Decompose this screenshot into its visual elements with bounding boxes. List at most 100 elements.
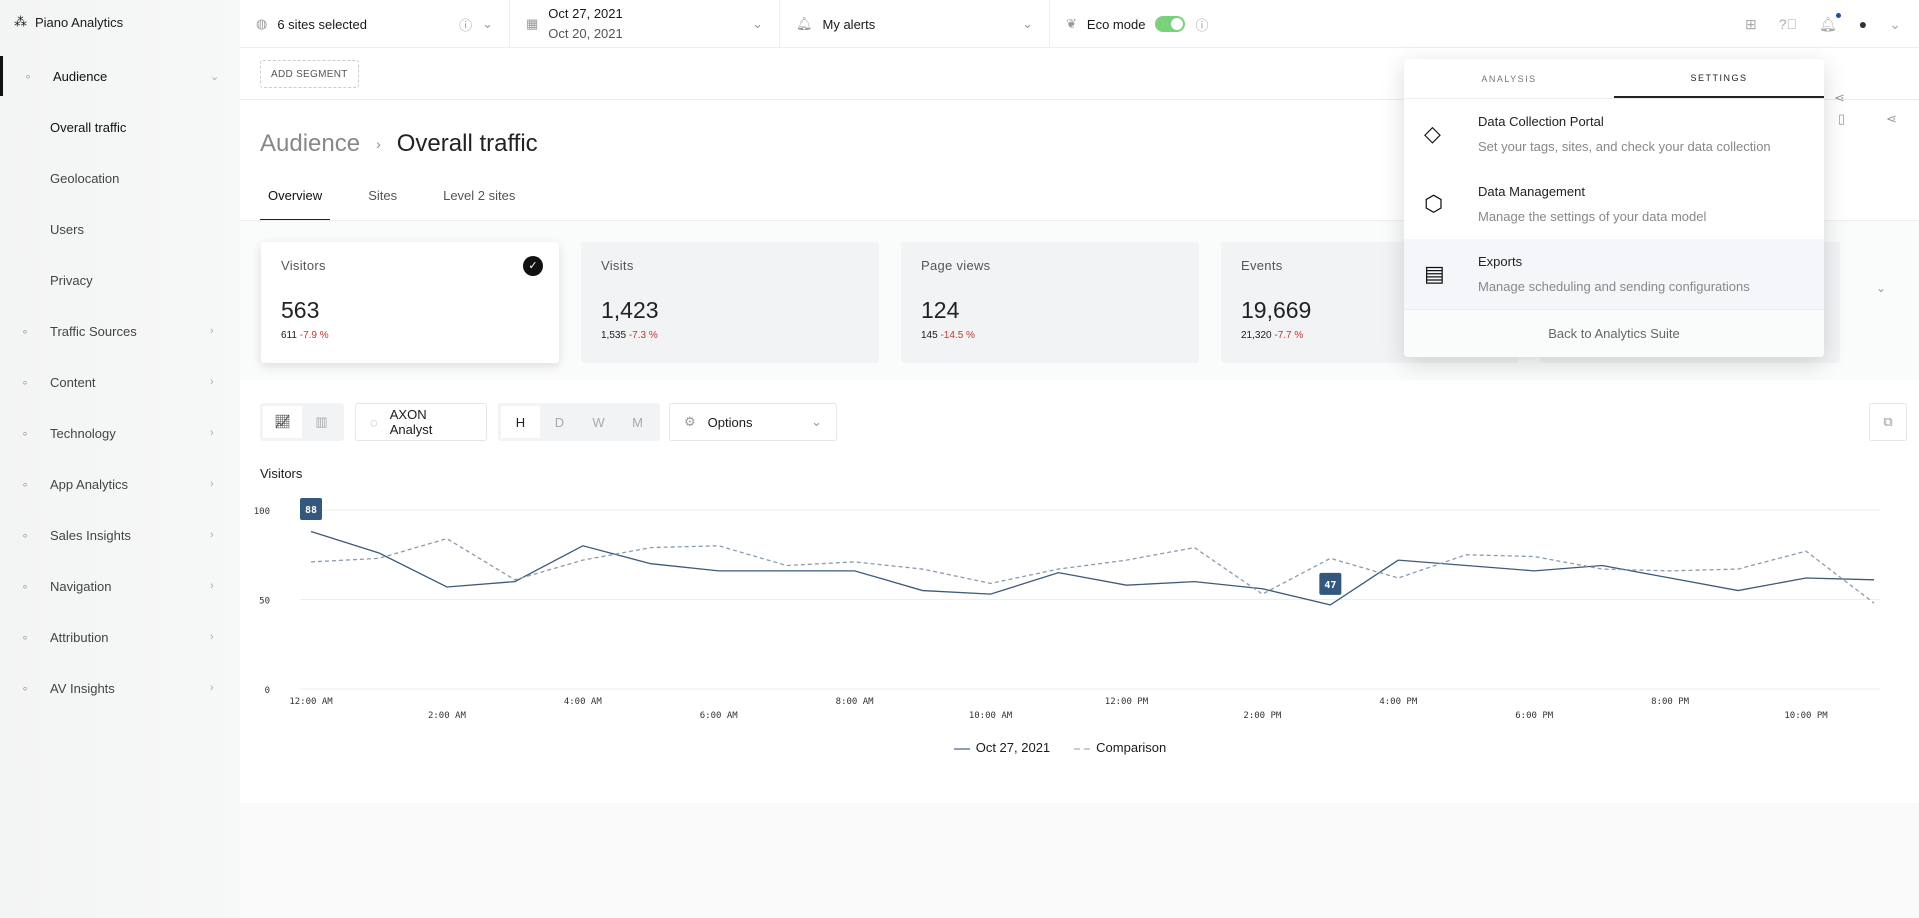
x-tick-label: 6:00 PM	[1515, 711, 1554, 721]
x-tick-label: 10:00 AM	[969, 711, 1013, 721]
share-icon[interactable]: ⋖	[1886, 111, 1897, 126]
tab-level-2-sites[interactable]: Level 2 sites	[443, 188, 516, 203]
sidebar-item-traffic-sources[interactable]: ◦ Traffic Sources ›	[0, 311, 240, 351]
data-label-badge	[1319, 572, 1342, 595]
granularity-day[interactable]: D	[554, 414, 565, 430]
info-icon[interactable]: ⓘ	[1195, 17, 1209, 33]
menu-item-data-management[interactable]: ⬡ Data Management Manage the settings of y…	[1424, 184, 1707, 224]
tag-icon: ◇	[1424, 121, 1441, 146]
menu-item-exports[interactable]: ▤ Exports Manage scheduling and sending co…	[1404, 239, 1824, 309]
sidebar-item-geolocation[interactable]: Geolocation	[50, 170, 120, 186]
app-brand[interactable]: ⁂ Piano Analytics	[14, 14, 124, 30]
kpi-value: 124	[921, 297, 960, 323]
cart-icon: ◦	[22, 527, 28, 543]
chevron-right-icon: ›	[210, 631, 214, 643]
kpi-value: 563	[281, 297, 320, 323]
kpi-card-visitors[interactable]: Visitors 563 611 -7.9 % ✓	[261, 242, 559, 363]
options-dropdown[interactable]: ⚙ Options ⌄	[669, 403, 837, 441]
x-tick-label: 12:00 PM	[1105, 697, 1149, 707]
eco-mode: ❦ Eco mode ⓘ	[1066, 16, 1209, 33]
eco-mode-toggle[interactable]	[1155, 16, 1186, 32]
avatar[interactable]: ●	[1858, 16, 1868, 32]
granularity-week[interactable]: W	[592, 414, 605, 430]
tab-overview[interactable]: Overview	[260, 180, 331, 221]
date-selector[interactable]: ▦ Oct 27, 2021 Oct 20, 2021 ⌄	[510, 0, 780, 48]
tab-settings[interactable]: SETTINGS	[1614, 59, 1824, 98]
check-icon[interactable]: ✓	[523, 256, 543, 276]
top-bar: ◍ 6 sites selected ⓘ ⌄ ▦ Oct 27, 2021 Oct 20,…	[240, 0, 1919, 48]
leaf-icon: ❦	[1066, 16, 1077, 31]
chevron-down-icon: ⌄	[1022, 16, 1033, 31]
copy-icon[interactable]: ⧉	[1869, 403, 1907, 441]
kpi-change: -7.3 %	[628, 330, 658, 341]
back-to-analytics-suite-link[interactable]: Back to Analytics Suite	[1404, 309, 1824, 357]
x-tick-label: 8:00 PM	[1651, 697, 1690, 707]
chevron-down-icon[interactable]: ⌄	[1889, 15, 1901, 32]
share-icon[interactable]: ⋖	[1834, 90, 1845, 105]
notifications-icon[interactable]: 🔔︎	[1819, 12, 1841, 33]
hexagon-nut-icon: ⬡	[1424, 191, 1444, 216]
x-tick-label: 2:00 AM	[428, 711, 467, 721]
data-label: 88	[305, 505, 317, 516]
shuffle-icon: ◦	[22, 323, 28, 339]
chevron-right-icon: ›	[210, 529, 214, 541]
sidebar-item-users[interactable]: Users	[50, 221, 84, 237]
piano-logo-icon: ⁂	[14, 14, 27, 29]
monitor-icon: ◦	[22, 425, 28, 441]
breadcrumb-separator-icon: ›	[376, 136, 381, 152]
sidebar-item-attribution[interactable]: ◦ Attribution ›	[0, 617, 240, 657]
chart-title: Visitors	[260, 466, 303, 481]
series-line-main	[310, 530, 1875, 606]
series-line-comparison	[310, 537, 1875, 604]
map-icon[interactable]: ▥	[315, 414, 328, 429]
kpi-change: -14.5 %	[940, 330, 975, 341]
x-tick-label: 8:00 AM	[836, 697, 875, 707]
menu-item-data-collection-portal[interactable]: ◇ Data Collection Portal Set your tags, si…	[1424, 114, 1771, 154]
document-export-icon[interactable]: ▯	[1838, 111, 1846, 126]
line-chart-icon[interactable]: 📈︎	[263, 406, 302, 438]
granularity-month[interactable]: M	[632, 414, 643, 430]
apps-grid-icon[interactable]: ⊞	[1744, 15, 1757, 32]
chevron-down-icon[interactable]: ⌄	[1876, 281, 1887, 295]
granularity-hour[interactable]: H	[501, 406, 540, 438]
gear-icon: ⚙	[684, 414, 696, 429]
sidebar-item-audience[interactable]: ◦ Audience ⌄	[0, 56, 240, 96]
sidebar-item-sales-insights[interactable]: ◦ Sales Insights ›	[0, 515, 240, 555]
suite-menu-dropdown: ANALYSIS SETTINGS ◇ Data Collection Porta…	[1404, 59, 1824, 357]
data-label-badge	[300, 498, 322, 520]
add-segment-button[interactable]: ADD SEGMENT	[260, 60, 359, 88]
line-chart-icon: ◦	[22, 476, 28, 492]
legend-item-main[interactable]: Oct 27, 2021	[953, 740, 1050, 755]
data-label: 47	[1324, 580, 1336, 591]
sidebar-item-av-insights[interactable]: ◦ AV Insights ›	[0, 668, 240, 708]
visitors-line-chart: 0 50 100 12:00 AM 2:00 AM 4:00 AM 6:00 AM 8:00 …	[254, 498, 1880, 721]
tab-sites[interactable]: Sites	[368, 188, 398, 203]
sidebar-item-overall-traffic[interactable]: Overall traffic	[50, 119, 127, 135]
kpi-card-page-views[interactable]: Page views 124 145 -14.5 %	[901, 242, 1199, 363]
x-tick-label: 2:00 PM	[1243, 711, 1282, 721]
y-tick-label: 100	[254, 507, 270, 517]
chevron-down-icon: ⌄	[210, 70, 220, 83]
breadcrumb-audience[interactable]: Audience	[260, 130, 361, 157]
legend-item-comparison[interactable]: Comparison	[1074, 740, 1166, 755]
sidebar-item-navigation[interactable]: ◦ Navigation ›	[0, 566, 240, 606]
x-tick-label: 10:00 PM	[1784, 711, 1828, 721]
site-selector[interactable]: ◍ 6 sites selected ⓘ ⌄	[240, 0, 510, 48]
sidebar-item-privacy[interactable]: Privacy	[50, 272, 93, 288]
kpi-card-visits[interactable]: Visits 1,423 1,535 -7.3 %	[581, 242, 879, 363]
kpi-previous: 21,320	[1241, 330, 1272, 341]
info-icon[interactable]: ⓘ	[459, 17, 473, 33]
sidebar-item-content[interactable]: ◦ Content ›	[0, 362, 240, 402]
axon-analyst-button[interactable]: ◌ AXON Analyst	[355, 403, 487, 441]
help-icon[interactable]: ?⃝	[1778, 16, 1798, 32]
kpi-change: -7.7 %	[1274, 330, 1304, 341]
kpi-value: 1,423	[601, 297, 659, 323]
users-icon: ◦	[25, 68, 31, 84]
tab-analysis[interactable]: ANALYSIS	[1481, 73, 1537, 84]
sidebar-item-app-analytics[interactable]: ◦ App Analytics ›	[0, 464, 240, 504]
lightbulb-icon: ◌	[370, 414, 378, 430]
alerts-selector[interactable]: 🔔︎ My alerts ⌄	[780, 0, 1050, 48]
y-tick-label: 50	[259, 597, 270, 607]
sidebar-item-technology[interactable]: ◦ Technology ›	[0, 413, 240, 453]
chevron-right-icon: ›	[210, 427, 214, 439]
